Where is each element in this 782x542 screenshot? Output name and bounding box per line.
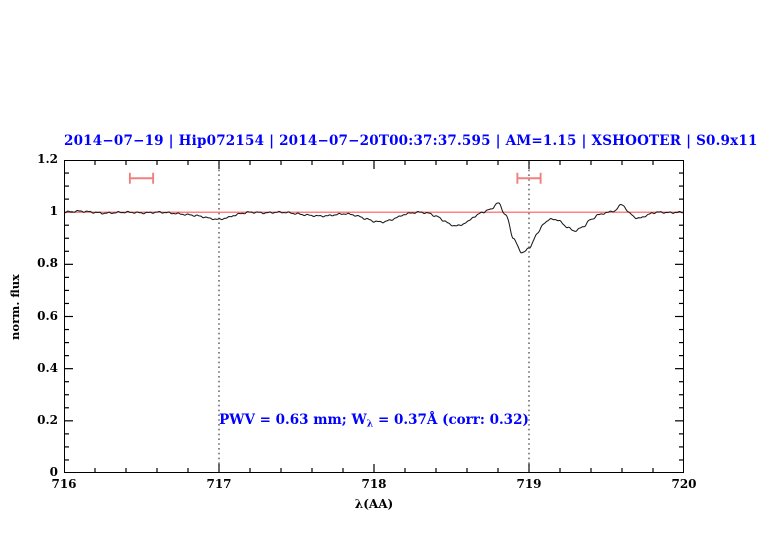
x-tick-label: 716	[51, 477, 77, 491]
x-tick-label: 719	[516, 477, 542, 491]
y-tick-label: 1	[49, 204, 58, 219]
pwv-annotation-prefix: PWV = 0.63 mm; W	[219, 412, 367, 428]
left-region-bar	[128, 172, 155, 184]
y-tick-label: 0.8	[37, 256, 58, 271]
pwv-annotation: PWV = 0.63 mm; Wλ = 0.37Å (corr: 0.32)	[64, 412, 684, 430]
y-axis-label: norm. flux	[8, 274, 22, 340]
x-axis-label: λ(AA)	[354, 497, 394, 511]
spectrum-line	[64, 202, 684, 254]
right-region-bar	[516, 172, 542, 184]
plot-area	[64, 160, 684, 473]
x-tick-label: 717	[206, 477, 232, 491]
y-tick-label: 0.4	[37, 360, 58, 375]
y-tick-label: 0	[49, 465, 58, 479]
y-tick-label: 1.2	[37, 152, 58, 166]
x-tick-label: 720	[671, 477, 697, 491]
x-axis-tick-labels: 716 717 718 719 720	[51, 477, 696, 497]
x-tick-label: 718	[361, 477, 387, 491]
pwv-annotation-subscript: λ	[366, 418, 374, 430]
region-marker-bars	[128, 172, 542, 184]
y-axis-tick-labels: 0 0.2 0.4 0.6 0.8 1 1.2	[14, 152, 58, 479]
y-tick-label: 0.6	[37, 308, 58, 323]
plot-frame	[64, 160, 684, 473]
page-title: 2014−07−19 | Hip072154 | 2014−07−20T00:3…	[64, 133, 758, 149]
pwv-annotation-suffix: = 0.37Å (corr: 0.32)	[373, 412, 529, 428]
y-tick-label: 0.2	[37, 412, 58, 427]
